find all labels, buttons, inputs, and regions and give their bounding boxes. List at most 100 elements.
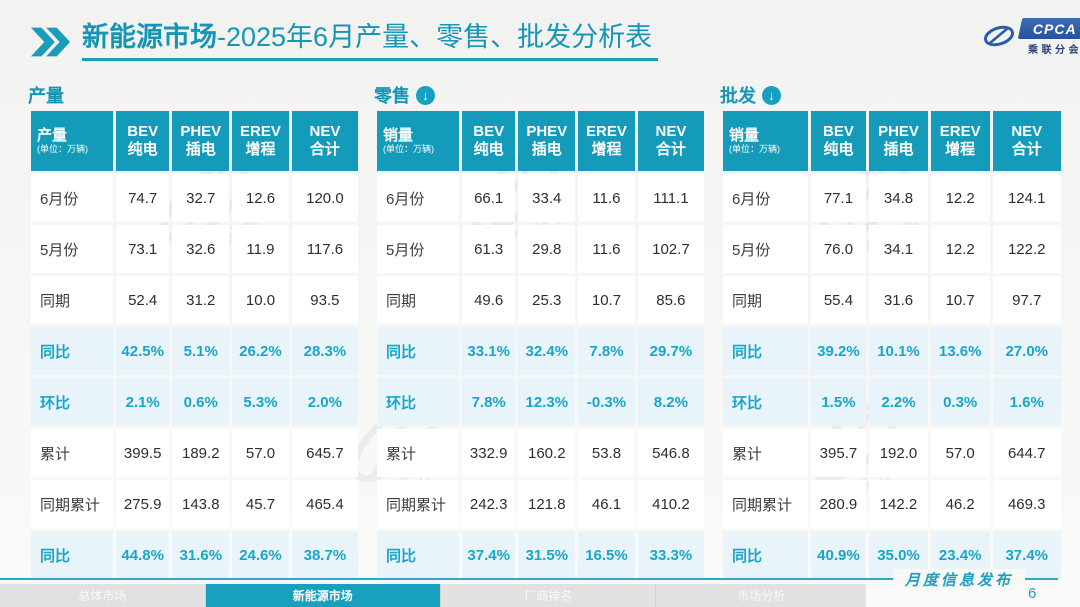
cell-value: 53.8 <box>578 429 635 477</box>
cell-value: 11.6 <box>578 225 635 273</box>
cell-value: 97.7 <box>992 276 1061 324</box>
row-label: 同期 <box>377 276 459 324</box>
table-row: 同比 39.2% 10.1% 13.6% 27.0% <box>723 327 1061 375</box>
column-header-erev: EREV 增程 <box>578 111 635 171</box>
page-title-market: 新能源市场 <box>82 22 217 52</box>
cell-value: 332.9 <box>461 429 516 477</box>
cell-value: 189.2 <box>172 429 230 477</box>
column-header-bev: BEV 纯电 <box>810 111 867 171</box>
cell-value: 29.7% <box>637 327 704 375</box>
footer-rule <box>0 578 1058 580</box>
cell-value: 2.1% <box>115 378 170 426</box>
cell-value: 27.0% <box>992 327 1061 375</box>
cell-value: 143.8 <box>172 480 230 528</box>
cell-value: 160.2 <box>518 429 576 477</box>
cell-value: 37.4% <box>461 531 516 579</box>
cell-value: 42.5% <box>115 327 170 375</box>
row-label: 同比 <box>31 531 113 579</box>
row-label: 5月份 <box>723 225 808 273</box>
table-row: 环比 1.5% 2.2% 0.3% 1.6% <box>723 378 1061 426</box>
cell-value: 5.3% <box>232 378 289 426</box>
table-row: 同比 42.5% 5.1% 26.2% 28.3% <box>31 327 358 375</box>
cell-value: 46.1 <box>578 480 635 528</box>
table-row: 同比 44.8% 31.6% 24.6% 38.7% <box>31 531 358 579</box>
cell-value: 10.7 <box>578 276 635 324</box>
row-label: 6月份 <box>723 174 808 222</box>
table-row: 6月份 77.1 34.8 12.2 124.1 <box>723 174 1061 222</box>
cell-value: 465.4 <box>291 480 358 528</box>
row-label: 5月份 <box>377 225 459 273</box>
cell-value: 11.6 <box>578 174 635 222</box>
row-label: 环比 <box>31 378 113 426</box>
row-label: 同比 <box>377 327 459 375</box>
table-row: 5月份 76.0 34.1 12.2 122.2 <box>723 225 1061 273</box>
cpca-logo: CPCA 乘联分会 <box>982 18 1080 56</box>
cell-value: 410.2 <box>637 480 704 528</box>
cell-value: 8.2% <box>637 378 704 426</box>
cell-value: 275.9 <box>115 480 170 528</box>
cell-value: 29.8 <box>518 225 576 273</box>
column-header-nev: NEV 合计 <box>992 111 1061 171</box>
row-label: 同比 <box>377 531 459 579</box>
cell-value: 37.4% <box>992 531 1061 579</box>
table-row: 累计 399.5 189.2 57.0 645.7 <box>31 429 358 477</box>
cell-value: 34.1 <box>869 225 928 273</box>
cell-value: 57.0 <box>930 429 990 477</box>
cell-value: 40.9% <box>810 531 867 579</box>
cell-value: 644.7 <box>992 429 1061 477</box>
cell-value: 49.6 <box>461 276 516 324</box>
row-label: 同比 <box>31 327 113 375</box>
cell-value: 93.5 <box>291 276 358 324</box>
table-row: 同比 37.4% 31.5% 16.5% 33.3% <box>377 531 704 579</box>
section-title: 零售 <box>374 86 410 106</box>
header: 新能源市场-2025年6月产量、零售、批发分析表 <box>30 22 659 63</box>
cell-value: 55.4 <box>810 276 867 324</box>
section-head-retail: 零售 ↓ <box>374 82 707 108</box>
table-corner-header: 销量 (单位：万辆) <box>723 111 808 171</box>
cell-value: 7.8% <box>578 327 635 375</box>
table-corner-header: 销量 (单位：万辆) <box>377 111 459 171</box>
cell-value: 12.3% <box>518 378 576 426</box>
cell-value: 34.8 <box>869 174 928 222</box>
row-label: 同期 <box>723 276 808 324</box>
row-label: 6月份 <box>31 174 113 222</box>
cell-value: 1.6% <box>992 378 1061 426</box>
cell-value: 111.1 <box>637 174 704 222</box>
cell-value: 33.1% <box>461 327 516 375</box>
column-header-nev: NEV 合计 <box>637 111 704 171</box>
cell-value: 546.8 <box>637 429 704 477</box>
cell-value: 124.1 <box>992 174 1061 222</box>
tab-nev-market[interactable]: 新能源市场 <box>205 584 441 607</box>
cell-value: 12.2 <box>930 174 990 222</box>
cell-value: 85.6 <box>637 276 704 324</box>
column-header-phev: PHEV 插电 <box>172 111 230 171</box>
cell-value: 645.7 <box>291 429 358 477</box>
row-label: 同期累计 <box>31 480 113 528</box>
section-title: 产量 <box>28 86 64 106</box>
table-row: 5月份 61.3 29.8 11.6 102.7 <box>377 225 704 273</box>
column-header-phev: PHEV 插电 <box>518 111 576 171</box>
cell-value: 13.6% <box>930 327 990 375</box>
cell-value: 52.4 <box>115 276 170 324</box>
cell-value: 31.6% <box>172 531 230 579</box>
cell-value: 74.7 <box>115 174 170 222</box>
logo-swoosh-icon <box>982 22 1016 55</box>
cell-value: 5.1% <box>172 327 230 375</box>
row-label: 5月份 <box>31 225 113 273</box>
cell-value: 32.6 <box>172 225 230 273</box>
table-row: 同期 55.4 31.6 10.7 97.7 <box>723 276 1061 324</box>
tab-overall-market[interactable]: 总体市场 <box>0 584 206 607</box>
cell-value: 61.3 <box>461 225 516 273</box>
cell-value: 469.3 <box>992 480 1061 528</box>
table-section-wholesale: 批发 ↓ 销量 (单位：万辆) BEV 纯电 PHEV 插电 EREV 增程 NEV 合计 6月… <box>720 82 1064 582</box>
section-title: 批发 <box>720 86 756 106</box>
production-table: 产量 (单位：万辆) BEV 纯电 PHEV 插电 EREV 增程 NEV 合计 6月份 74.7… <box>28 108 361 582</box>
table-row: 同期累计 275.9 143.8 45.7 465.4 <box>31 480 358 528</box>
cell-value: 192.0 <box>869 429 928 477</box>
table-row: 6月份 66.1 33.4 11.6 111.1 <box>377 174 704 222</box>
cell-value: 76.0 <box>810 225 867 273</box>
tab-manufacturer-ranking[interactable]: 厂商排名 <box>441 584 657 607</box>
tab-market-analysis[interactable]: 市场分析 <box>737 589 786 603</box>
cell-value: 399.5 <box>115 429 170 477</box>
